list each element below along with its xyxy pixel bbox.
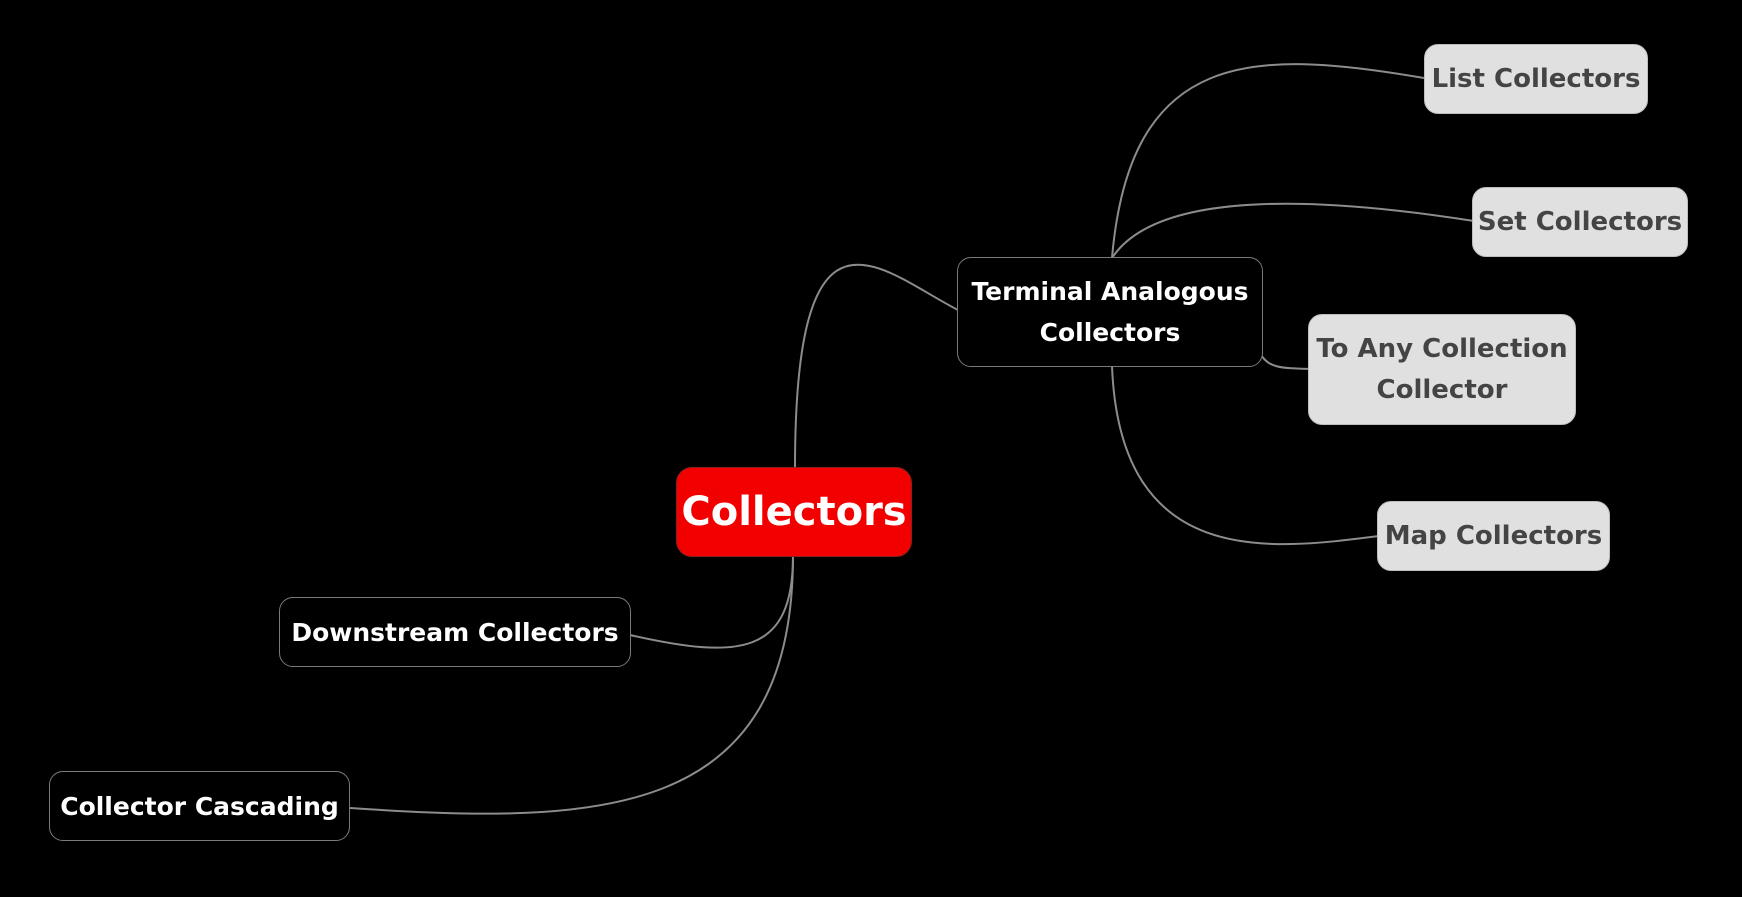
node-downstream-label: Downstream Collectors [291, 617, 619, 647]
node-cascading-label: Collector Cascading [60, 791, 339, 821]
link-terminal-set [1111, 202, 1475, 259]
link-terminal-map [1111, 365, 1380, 546]
node-downstream-collectors[interactable]: Downstream Collectors [279, 597, 631, 667]
node-any-label: To Any Collection Collector [1316, 333, 1568, 405]
node-to-any-collection-collector[interactable]: To Any Collection Collector [1308, 314, 1576, 425]
node-collector-cascading[interactable]: Collector Cascading [49, 771, 350, 841]
node-list-label: List Collectors [1431, 63, 1641, 94]
node-list-collectors[interactable]: List Collectors [1424, 44, 1648, 114]
node-map-collectors[interactable]: Map Collectors [1377, 501, 1610, 571]
node-set-label: Set Collectors [1477, 206, 1683, 237]
link-root-downstream [629, 555, 794, 649]
node-set-collectors[interactable]: Set Collectors [1472, 187, 1688, 257]
link-terminal-list [1111, 63, 1425, 259]
link-root-cascading [349, 555, 794, 815]
root-node-collectors[interactable]: Collectors [676, 467, 912, 557]
root-node-label: Collectors [681, 488, 907, 535]
node-terminal-label: Terminal Analogous Collectors [971, 277, 1249, 347]
node-map-label: Map Collectors [1384, 520, 1603, 551]
link-root-terminal [794, 263, 959, 469]
link-terminal-any [1260, 354, 1311, 370]
node-terminal-analogous-collectors[interactable]: Terminal Analogous Collectors [957, 257, 1263, 367]
